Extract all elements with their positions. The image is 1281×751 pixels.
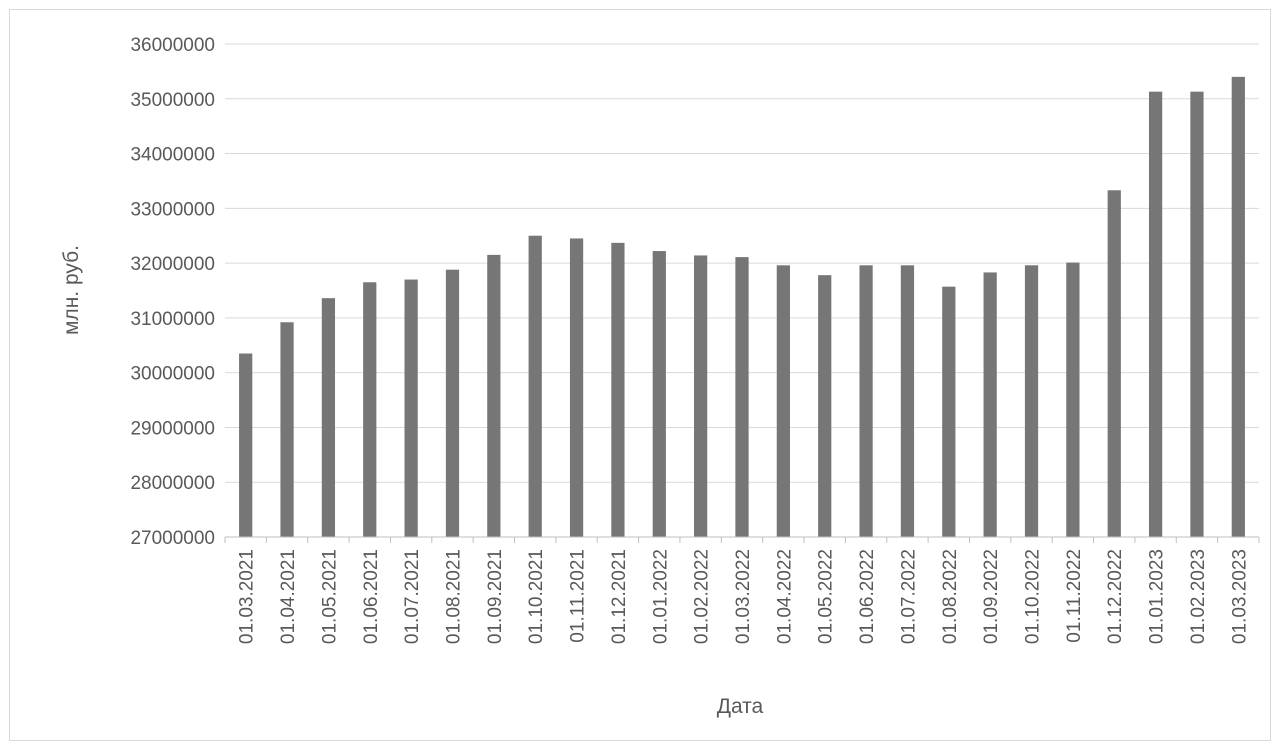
bar <box>1024 265 1039 537</box>
bar <box>445 269 460 537</box>
x-tick-label: 01.03.2023 <box>1229 549 1250 644</box>
x-tick-label: 01.03.2021 <box>237 549 258 644</box>
y-tick-label: 31000000 <box>130 309 215 330</box>
bar <box>900 265 915 537</box>
bar <box>487 254 501 537</box>
chart-frame <box>9 9 1271 741</box>
bar <box>652 251 666 537</box>
bar <box>611 242 625 538</box>
y-tick-label: 34000000 <box>130 145 215 166</box>
bar <box>983 272 997 537</box>
bar <box>776 265 790 537</box>
x-tick-label: 01.09.2021 <box>485 549 506 644</box>
bars <box>239 76 1245 538</box>
x-tick-label: 01.05.2022 <box>816 549 837 644</box>
bar <box>528 235 542 537</box>
gridlines <box>225 43 1259 483</box>
bar <box>321 298 336 537</box>
x-tick-labels: 01.03.2021 01.04.2021 01.05.2021 01.06.2021… <box>237 549 1251 644</box>
bar <box>1148 91 1163 537</box>
bar <box>1190 91 1204 537</box>
bar <box>735 257 749 537</box>
bar <box>859 265 873 537</box>
bar <box>280 322 294 537</box>
x-tick-label: 01.11.2022 <box>1064 549 1085 643</box>
bar <box>363 282 377 537</box>
x-tick-label: 01.06.2021 <box>361 549 382 644</box>
bar <box>404 279 418 537</box>
x-tick-label: 01.05.2021 <box>319 549 340 644</box>
x-tick-label: 01.04.2022 <box>774 549 795 644</box>
x-tick-label: 01.02.2022 <box>692 549 713 644</box>
x-tick-label: 01.02.2023 <box>1188 549 1209 644</box>
x-axis-title: Дата <box>717 695 764 718</box>
y-tick-label: 29000000 <box>130 418 215 439</box>
x-tick-label: 01.01.2022 <box>650 549 671 644</box>
x-tick-label: 01.03.2022 <box>733 549 754 644</box>
x-tick-label: 01.04.2021 <box>278 549 299 644</box>
bar <box>818 275 832 537</box>
y-tick-label: 33000000 <box>130 199 215 220</box>
x-tick-label: 01.06.2022 <box>857 549 878 644</box>
x-tick-label: 01.08.2021 <box>443 549 464 644</box>
bar <box>1066 262 1080 537</box>
y-axis-title: млн. руб. <box>60 245 83 335</box>
bar <box>694 255 708 538</box>
y-tick-labels: 27000000 28000000 29000000 30000000 31000000… <box>130 35 215 549</box>
x-tick-label: 01.10.2022 <box>1023 549 1044 644</box>
y-tick-label: 30000000 <box>130 364 215 385</box>
bar <box>239 353 253 537</box>
x-tick-label: 01.07.2022 <box>898 549 919 644</box>
x-axis-line <box>224 536 1260 543</box>
y-tick-label: 35000000 <box>130 90 215 111</box>
x-tick-label: 01.09.2022 <box>981 549 1002 644</box>
x-tick-label: 01.01.2023 <box>1147 549 1168 644</box>
x-tick-label: 01.10.2021 <box>526 549 547 644</box>
x-tick-label: 01.12.2022 <box>1105 549 1126 644</box>
bar <box>1231 76 1245 537</box>
y-tick-label: 36000000 <box>130 35 215 56</box>
y-tick-label: 27000000 <box>130 528 215 549</box>
x-tick-label: 01.12.2021 <box>609 549 630 644</box>
y-tick-label: 32000000 <box>130 254 215 275</box>
bar <box>942 286 956 537</box>
x-tick-label: 01.08.2022 <box>940 549 961 644</box>
bar <box>569 238 584 537</box>
x-tick-label: 01.07.2021 <box>402 549 423 644</box>
bar <box>1107 190 1121 538</box>
x-tick-label: 01.11.2021 <box>568 549 589 643</box>
y-tick-label: 28000000 <box>130 473 215 494</box>
